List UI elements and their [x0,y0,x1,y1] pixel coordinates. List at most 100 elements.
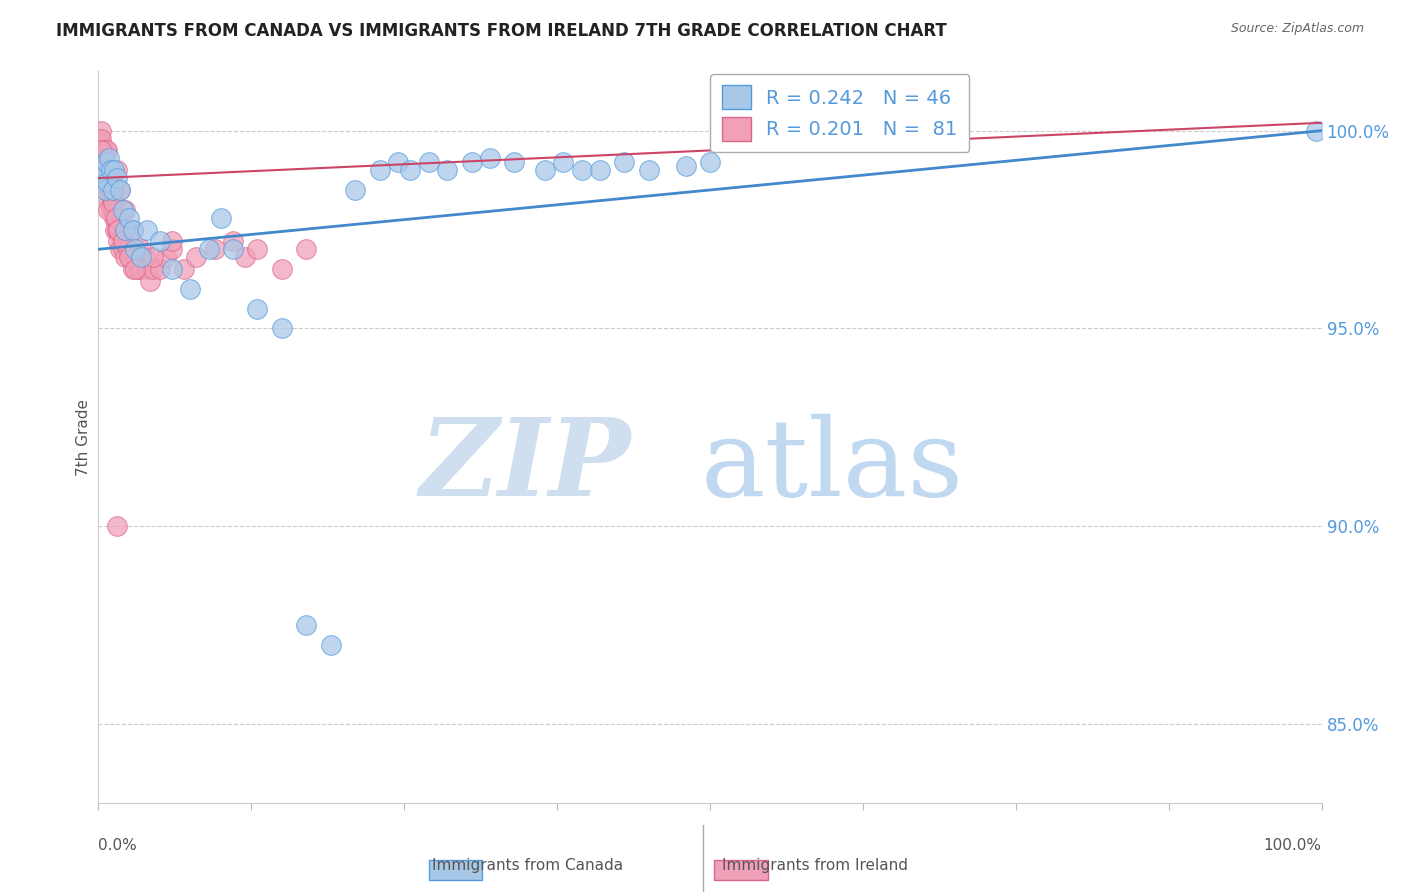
Point [105,222,128,236]
Point [90,123,112,137]
Point [111,202,134,217]
Point [121,222,143,236]
Point [436,163,458,178]
Legend: R = 0.242   N = 46, R = 0.201   N =  81: R = 0.242 N = 46, R = 0.201 N = 81 [710,74,969,153]
Point [399,163,422,178]
Point [124,242,146,256]
Point [114,222,136,236]
Point [160,242,183,256]
Point [129,250,152,264]
Point [613,155,636,169]
Point [103,211,125,225]
Point [246,301,269,316]
Point [93,163,115,178]
Point [94,144,117,158]
Point [91,171,114,186]
Point [129,262,152,277]
Point [173,262,195,277]
Point [98,163,121,178]
Point [295,242,318,256]
Point [110,183,132,197]
Text: ZIP: ZIP [419,413,630,519]
Point [121,222,143,236]
Point [295,618,318,632]
Y-axis label: 7th Grade: 7th Grade [76,399,91,475]
Point [160,235,183,249]
Point [111,242,134,256]
Point [460,155,482,169]
Point [98,194,121,209]
Point [103,202,125,217]
Point [571,163,593,178]
Point [179,282,201,296]
Point [91,144,114,158]
Point [103,163,125,178]
Text: 100.0%: 100.0% [1264,838,1322,854]
Point [142,250,165,264]
Point [93,155,115,169]
Point [97,183,120,197]
Point [114,202,136,217]
Point [134,250,156,264]
Point [97,171,120,186]
Point [96,175,118,189]
Point [91,163,114,178]
Point [418,155,440,169]
Point [105,519,128,533]
Point [89,136,111,150]
Point [91,144,114,158]
Point [105,163,128,178]
Point [110,183,132,197]
Point [89,131,111,145]
Point [97,202,120,217]
Point [111,235,134,249]
Point [104,211,127,225]
Point [120,250,142,264]
Point [553,155,575,169]
Point [114,250,136,264]
Point [142,262,165,277]
Point [101,202,124,217]
Text: Immigrants from Canada: Immigrants from Canada [432,858,623,872]
Point [105,171,128,186]
Point [478,152,501,166]
Point [96,144,118,158]
Point [94,155,117,169]
Point [155,250,177,264]
Point [93,183,115,197]
Point [97,183,120,197]
Point [101,183,124,197]
Point [91,152,114,166]
Point [129,242,152,256]
Point [107,235,129,249]
Point [98,183,121,197]
Point [90,144,112,158]
Point [246,242,269,256]
Point [124,250,146,264]
Point [90,131,112,145]
Point [118,211,141,225]
Point [160,262,183,277]
Point [108,222,131,236]
Point [96,171,118,186]
Point [124,262,146,277]
Point [270,321,294,335]
Point [222,235,245,249]
Point [149,235,172,249]
Point [103,183,125,197]
Point [638,163,661,178]
Text: atlas: atlas [700,414,965,519]
Point [93,155,115,169]
Text: IMMIGRANTS FROM CANADA VS IMMIGRANTS FROM IRELAND 7TH GRADE CORRELATION CHART: IMMIGRANTS FROM CANADA VS IMMIGRANTS FRO… [56,22,948,40]
Point [110,242,132,256]
Point [101,191,124,205]
Point [121,262,143,277]
Point [270,262,294,277]
Point [1305,123,1327,137]
Point [107,222,129,236]
Point [589,163,612,178]
Point [101,194,124,209]
Point [104,222,127,236]
Point [101,194,124,209]
Point [222,242,245,256]
